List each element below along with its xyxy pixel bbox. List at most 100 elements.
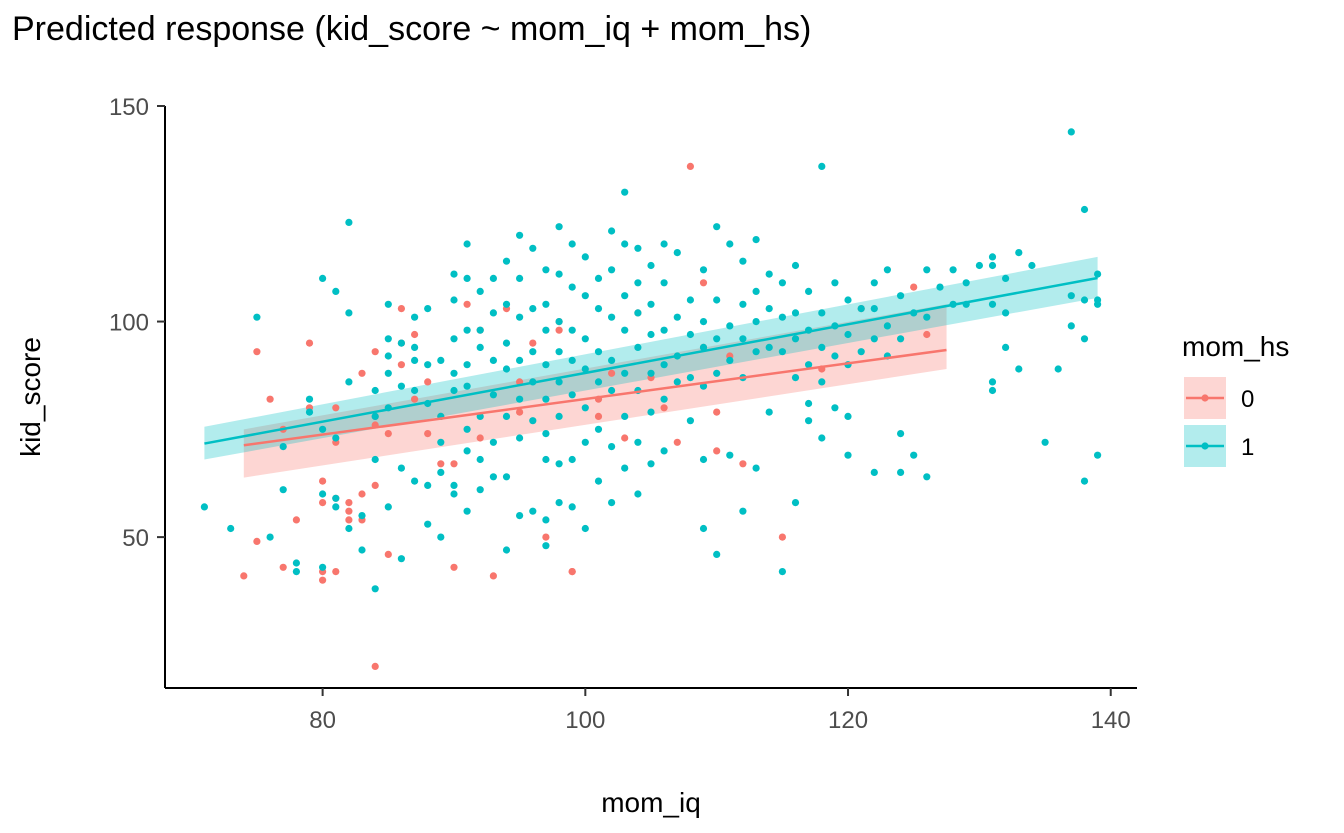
point-series-0-27	[371, 662, 379, 671]
point-series-1-207	[778, 279, 787, 287]
point-series-1-282	[844, 451, 852, 459]
point-series-1-79	[489, 473, 497, 481]
point-series-1-225	[818, 434, 826, 442]
point-series-1-126	[581, 335, 589, 343]
point-series-0-43	[476, 434, 484, 442]
point-series-1-39	[411, 343, 419, 351]
point-series-1-204	[765, 305, 773, 313]
point-series-1-145	[621, 240, 629, 248]
point-series-0-20	[358, 369, 366, 377]
point-series-1-236	[870, 279, 878, 287]
point-series-1-209	[778, 348, 787, 356]
point-series-1-140	[608, 356, 616, 364]
point-series-1-222	[818, 309, 826, 317]
point-series-1-66	[463, 447, 471, 455]
point-series-1-104	[542, 395, 550, 403]
point-series-0-2	[253, 537, 261, 546]
point-series-0-44	[489, 572, 497, 580]
point-series-1-146	[621, 292, 629, 300]
point-series-1-80	[502, 257, 511, 265]
point-series-1-2	[253, 313, 261, 321]
point-series-1-185	[713, 296, 721, 304]
point-series-1-103	[542, 361, 550, 369]
point-series-1-62	[463, 326, 471, 334]
point-series-1-41	[411, 386, 419, 395]
point-series-1-253	[962, 279, 970, 287]
point-series-0-69	[778, 533, 787, 541]
point-series-1-89	[516, 313, 524, 321]
point-series-1-94	[529, 244, 537, 252]
point-series-1-216	[805, 287, 813, 295]
point-series-0-61	[673, 438, 681, 446]
point-series-1-231	[844, 330, 852, 339]
point-series-1-42	[411, 477, 419, 485]
point-series-1-65	[463, 425, 471, 433]
point-series-1-202	[752, 464, 760, 472]
point-series-1-136	[594, 477, 603, 485]
point-series-1-240	[883, 322, 892, 330]
point-series-1-175	[686, 330, 695, 339]
legend-label-0: 0	[1241, 386, 1254, 413]
point-series-1-272	[1080, 205, 1089, 214]
point-series-0-35	[424, 378, 432, 386]
point-series-1-177	[686, 417, 695, 425]
point-series-1-211	[791, 261, 800, 270]
fit-lines	[204, 276, 1098, 447]
point-series-1-3	[266, 533, 274, 541]
point-series-1-149	[621, 412, 629, 420]
point-series-1-179	[699, 318, 708, 326]
point-series-1-221	[818, 162, 826, 170]
point-series-1-120	[568, 356, 576, 364]
point-series-1-266	[1028, 261, 1036, 270]
point-series-1-11	[319, 490, 327, 498]
point-series-1-26	[371, 455, 379, 464]
point-series-1-206	[765, 408, 773, 416]
point-series-1-208	[778, 313, 787, 321]
point-series-1-101	[542, 300, 550, 308]
point-series-1-157	[634, 490, 642, 498]
point-series-1-213	[791, 335, 800, 343]
point-series-1-143	[608, 499, 616, 507]
point-series-0-18	[345, 507, 353, 515]
point-series-1-25	[371, 412, 379, 420]
point-series-0-41	[463, 300, 471, 308]
point-series-1-107	[542, 516, 550, 524]
point-series-1-252	[949, 266, 957, 274]
point-series-1-250	[936, 283, 944, 291]
point-series-1-258	[988, 300, 997, 308]
point-series-1-75	[489, 309, 497, 317]
point-series-1-169	[660, 447, 668, 455]
point-series-1-183	[699, 524, 708, 533]
point-series-1-187	[713, 369, 721, 377]
point-series-1-117	[568, 240, 576, 248]
point-series-1-57	[450, 386, 458, 395]
point-series-0-10	[319, 499, 327, 507]
point-series-1-173	[673, 378, 681, 386]
point-series-1-109	[555, 223, 563, 231]
point-series-1-67	[463, 507, 471, 515]
point-series-1-148	[621, 369, 629, 377]
y-tick-label-150: 150	[109, 94, 149, 121]
point-series-1-69	[476, 326, 484, 334]
point-series-1-280	[923, 473, 931, 481]
point-series-1-281	[870, 468, 878, 476]
point-series-1-214	[791, 374, 800, 382]
point-series-1-255	[975, 261, 984, 270]
point-series-1-193	[739, 257, 747, 265]
point-series-1-245	[897, 468, 905, 476]
point-series-0-65	[713, 408, 721, 416]
point-series-0-49	[542, 533, 550, 541]
point-series-1-19	[345, 378, 353, 386]
point-series-1-219	[805, 399, 813, 408]
point-series-1-114	[555, 412, 563, 420]
point-series-1-205	[765, 343, 773, 351]
point-series-1-191	[726, 356, 734, 364]
point-series-1-230	[844, 296, 852, 304]
point-series-1-144	[621, 188, 629, 196]
point-series-0-40	[450, 563, 458, 571]
point-series-1-186	[713, 335, 721, 343]
point-series-1-158	[647, 261, 655, 270]
scatter-points	[200, 128, 1102, 671]
point-series-1-156	[634, 438, 642, 446]
